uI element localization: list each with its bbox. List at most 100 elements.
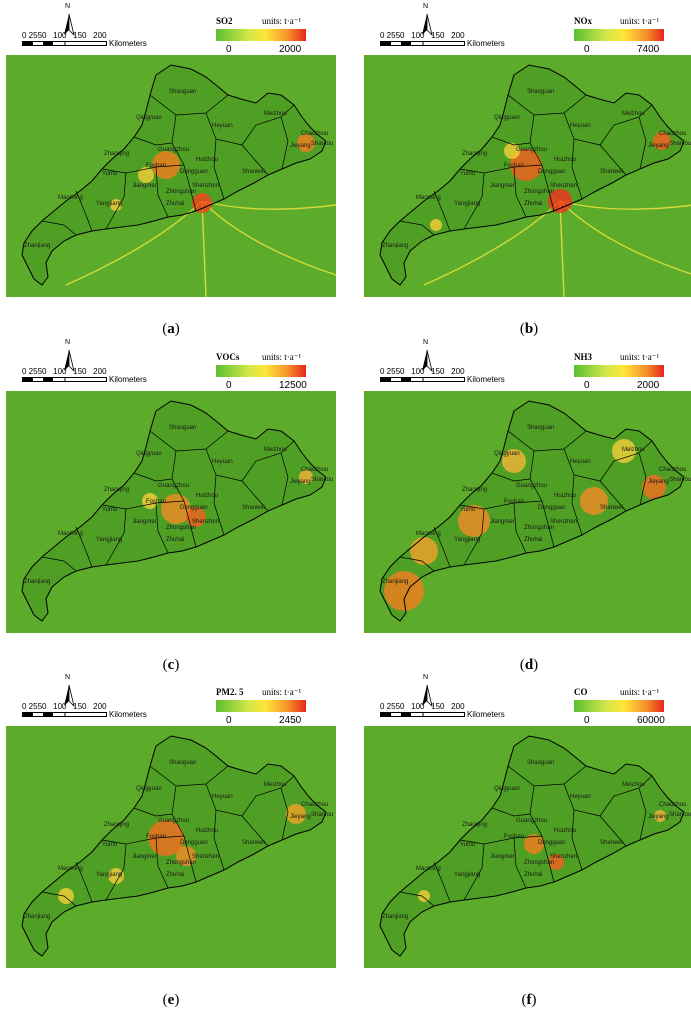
city-label: Zhongshan	[166, 189, 196, 195]
city-boundary	[280, 116, 289, 170]
city-boundary	[563, 783, 627, 847]
hotspot	[548, 189, 572, 213]
city-label: Foshan	[504, 163, 524, 169]
city-label: Jieyang	[290, 479, 311, 485]
map-panel-c: N 0 2550 100 150 200 Kilometers VOCs units: …	[6, 339, 336, 674]
city-label: Zhongshan	[524, 860, 554, 866]
city-label: Meizhou	[622, 447, 645, 453]
legend-colorbar	[216, 700, 306, 712]
city-label: Yangjiang	[96, 872, 122, 878]
city-boundary	[101, 500, 185, 510]
province-outline	[21, 64, 327, 286]
hotspot	[410, 537, 438, 565]
scale-unit: Kilometers	[109, 375, 147, 384]
city-boundary	[507, 94, 587, 116]
city-boundary	[171, 785, 197, 883]
scale-bar-ticks: 0 2550 100 150 200	[22, 367, 107, 376]
city-label: Zhanjiang	[382, 914, 408, 920]
city-boundary	[101, 164, 185, 174]
legend-units: units: t·a⁻¹	[262, 16, 302, 26]
city-label: Jieyang	[648, 814, 669, 820]
city-label: Zhaoqing	[462, 822, 487, 828]
city-label: Zhanjiang	[24, 243, 50, 249]
city-label: Dongguan	[538, 505, 566, 511]
scale-bar	[380, 41, 465, 46]
shipping-lanes	[65, 200, 336, 297]
city-boundary	[599, 104, 653, 146]
city-label: Zhanjiang	[24, 579, 50, 585]
city-label: Zhuhai	[166, 537, 184, 543]
city-label: Zhaoqing	[462, 151, 487, 157]
map-panel-d: N 0 2550 100 150 200 Kilometers NH3 units: t…	[364, 339, 691, 674]
city-boundary	[507, 765, 587, 787]
scale-unit: Kilometers	[109, 710, 147, 719]
city-label: Heyuan	[570, 459, 591, 465]
city-label: Maoming	[58, 531, 83, 537]
city-label: Chaozhou	[659, 467, 686, 473]
legend-title: SO2	[216, 16, 233, 26]
city-boundary	[241, 104, 295, 146]
city-boundary	[529, 114, 555, 212]
city-label: Meizhou	[622, 782, 645, 788]
hotspot	[58, 888, 74, 904]
city-label: Shenzhen	[192, 854, 219, 860]
city-boundary	[563, 112, 627, 176]
city-label: Qingyuan	[136, 786, 162, 792]
city-label: Yunfu	[102, 507, 117, 513]
city-label: Guangzhou	[516, 483, 547, 489]
city-boundary	[213, 138, 225, 200]
city-label: Shaoguan	[169, 760, 196, 766]
hotspot	[510, 149, 542, 181]
city-label: Jiangmen	[490, 519, 516, 525]
city-boundary	[563, 448, 627, 512]
caption-letter: b	[524, 321, 534, 337]
city-label: Shaoguan	[169, 89, 196, 95]
panel-caption: (b)	[519, 321, 539, 337]
scale-bar	[380, 377, 465, 382]
city-label: Shantou	[669, 477, 691, 483]
map-frame: N 0 2550 100 150 200 Kilometers NOx units: t…	[364, 3, 691, 298]
city-label: Zhuhai	[524, 537, 542, 543]
city-boundary	[133, 472, 173, 482]
legend-max: 12500	[279, 380, 307, 391]
city-label: Shenzhen	[192, 183, 219, 189]
city-label: Qingyuan	[136, 451, 162, 457]
legend-min: 0	[226, 715, 232, 726]
city-label: Qingyuan	[494, 786, 520, 792]
city-label: Jiangmen	[132, 519, 158, 525]
city-label: Maoming	[58, 866, 83, 872]
province-map-svg: Shaoguan Qingyuan Heyuan Meizhou Chaozhou Zha…	[379, 735, 691, 957]
city-label: Chaozhou	[659, 802, 686, 808]
map-panel-a: N 0 2550 100 150 200 Kilometers SO2 units: t…	[6, 3, 336, 338]
legend-units: units: t·a⁻¹	[620, 16, 660, 26]
scale-bar-ticks: 0 2550 100 150 200	[380, 31, 465, 40]
city-label: Zhongshan	[166, 860, 196, 866]
city-boundary	[463, 172, 485, 230]
city-label: Yangjiang	[96, 537, 122, 543]
city-label: Guangzhou	[158, 147, 189, 153]
city-label: Qingyuan	[136, 115, 162, 121]
hotspot	[108, 868, 124, 884]
city-label: Shanwei	[242, 840, 265, 846]
province-outline	[21, 735, 327, 957]
city-label: Huizhou	[196, 493, 218, 499]
hotspot	[612, 439, 636, 463]
city-boundary	[75, 526, 93, 568]
city-boundary	[105, 843, 127, 901]
scale-bar-ticks: 0 2550 100 150 200	[380, 367, 465, 376]
city-label: Dongguan	[180, 505, 208, 511]
city-label: Shaoguan	[527, 425, 554, 431]
city-boundary	[529, 785, 555, 883]
province-map-svg: Shaoguan Qingyuan Heyuan Meizhou Chaozhou Zha…	[379, 400, 691, 622]
city-label: Jiangmen	[490, 183, 516, 189]
city-label: Shantou	[669, 141, 691, 147]
panel-caption: (a)	[162, 321, 180, 337]
legend-units: units: t·a⁻¹	[620, 352, 660, 362]
city-boundary	[638, 452, 647, 506]
scale-unit: Kilometers	[467, 39, 505, 48]
hotspot	[580, 487, 608, 515]
north-arrow-icon	[422, 13, 433, 37]
city-boundary	[41, 891, 77, 907]
province-fill	[380, 401, 684, 621]
legend-min: 0	[226, 44, 232, 55]
